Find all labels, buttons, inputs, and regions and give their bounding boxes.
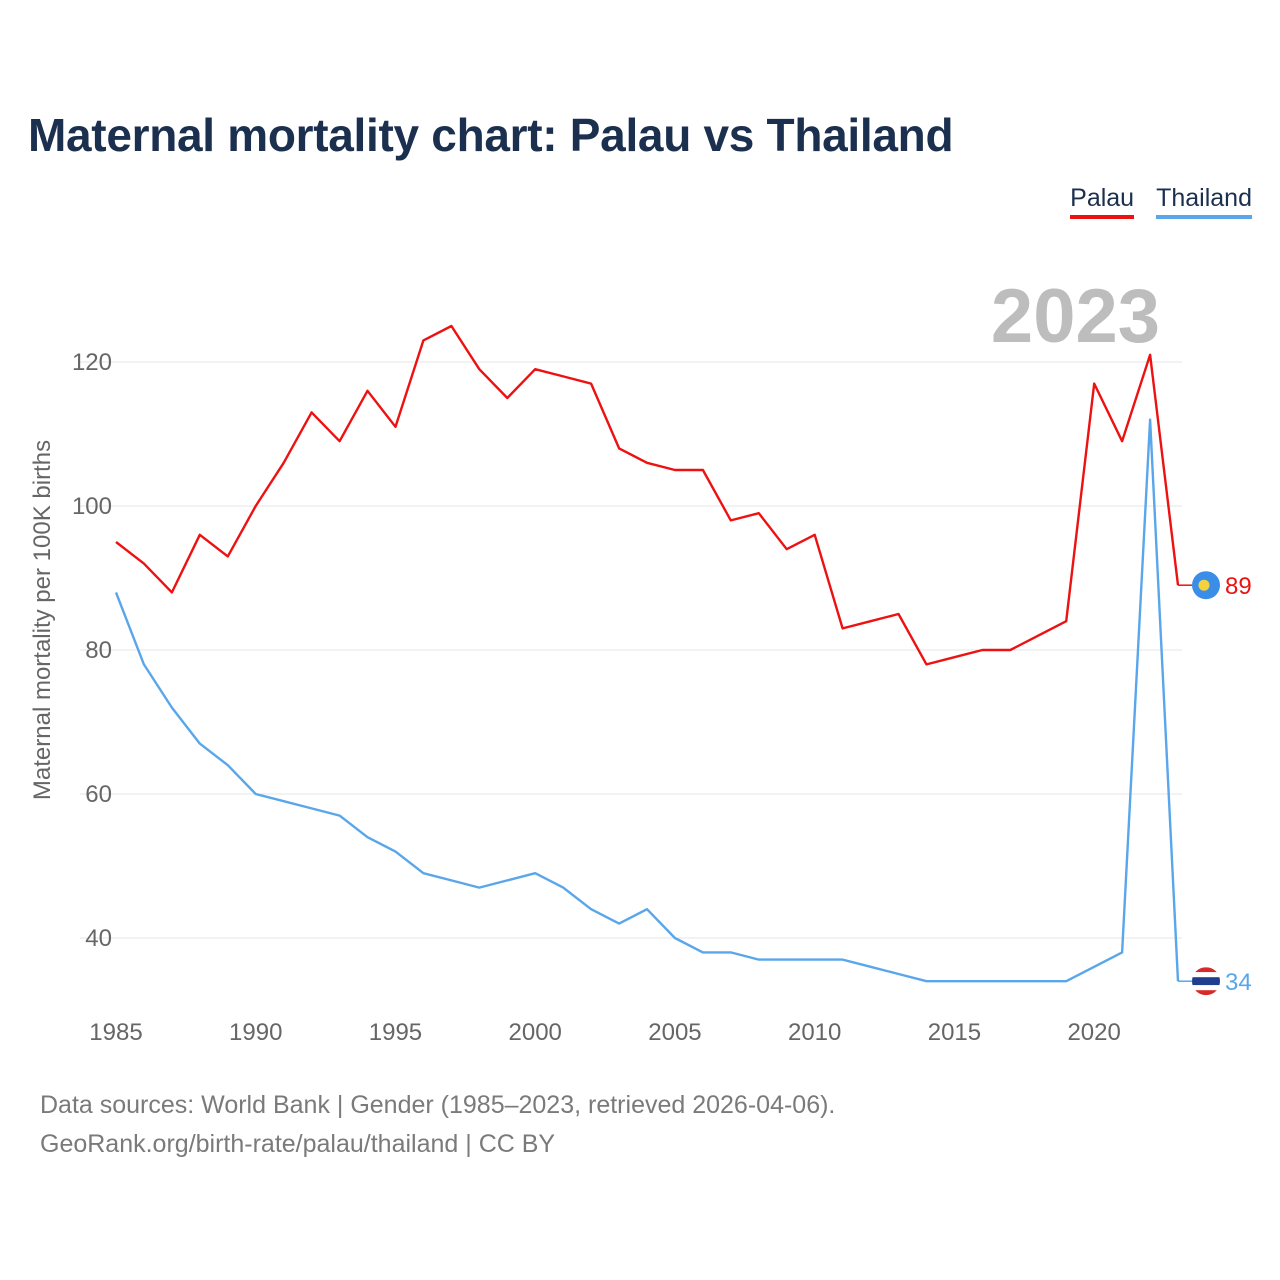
y-axis-label: Maternal mortality per 100K births [29, 440, 56, 800]
thailand-flag-band-1 [1192, 972, 1220, 978]
thailand-flag-band-0 [1192, 967, 1220, 973]
end-value-label-thailand: 34 [1225, 969, 1252, 996]
x-tick-label-2000: 2000 [509, 1019, 562, 1046]
legend-thailand[interactable]: Thailand [1156, 184, 1252, 219]
gridlines [80, 361, 1182, 939]
y-tick-label-60: 60 [85, 781, 112, 808]
thailand-flag-band-3 [1192, 985, 1220, 991]
x-tick-label-1995: 1995 [369, 1019, 422, 1046]
series-lines [114, 324, 1192, 983]
series-line-palau [115, 324, 1180, 666]
chart-title: Maternal mortality chart: Palau vs Thail… [28, 109, 954, 161]
x-tick-label-2020: 2020 [1067, 1019, 1120, 1046]
y-tick-label-40: 40 [85, 925, 112, 952]
thailand-flag-stripes [1192, 967, 1220, 996]
end-markers: 89 34 [1192, 571, 1252, 996]
x-tick-label-2005: 2005 [648, 1019, 701, 1046]
legend: Palau Thailand [1070, 184, 1252, 219]
series-line-thailand [114, 418, 1180, 983]
thailand-flag-icon [1192, 967, 1220, 996]
y-tick-label-120: 120 [72, 349, 112, 376]
x-tick-label-1985: 1985 [89, 1019, 142, 1046]
x-tick-label-2010: 2010 [788, 1019, 841, 1046]
year-watermark: 2023 [991, 274, 1160, 359]
x-tick-label-1990: 1990 [229, 1019, 282, 1046]
thailand-flag-band-4 [1192, 990, 1220, 996]
footer-link[interactable]: GeoRank.org/birth-rate/palau/thailand | … [40, 1130, 556, 1158]
y-tick-label-80: 80 [85, 637, 112, 664]
x-tick-label-2015: 2015 [928, 1019, 981, 1046]
x-axis: 1985 1990 1995 2000 2005 2010 2015 2020 [89, 1019, 1121, 1046]
footer-sources: Data sources: World Bank | Gender (1985–… [40, 1091, 836, 1119]
end-value-label-palau: 89 [1225, 573, 1252, 600]
y-axis: 40 60 80 100 120 [72, 349, 112, 952]
footer: Data sources: World Bank | Gender (1985–… [40, 1086, 835, 1164]
thailand-flag-band-2 [1192, 977, 1220, 986]
palau-flag-icon [1192, 571, 1220, 600]
legend-palau[interactable]: Palau [1070, 184, 1135, 219]
y-tick-label-100: 100 [72, 493, 112, 520]
palau-flag-disc [1198, 579, 1210, 591]
